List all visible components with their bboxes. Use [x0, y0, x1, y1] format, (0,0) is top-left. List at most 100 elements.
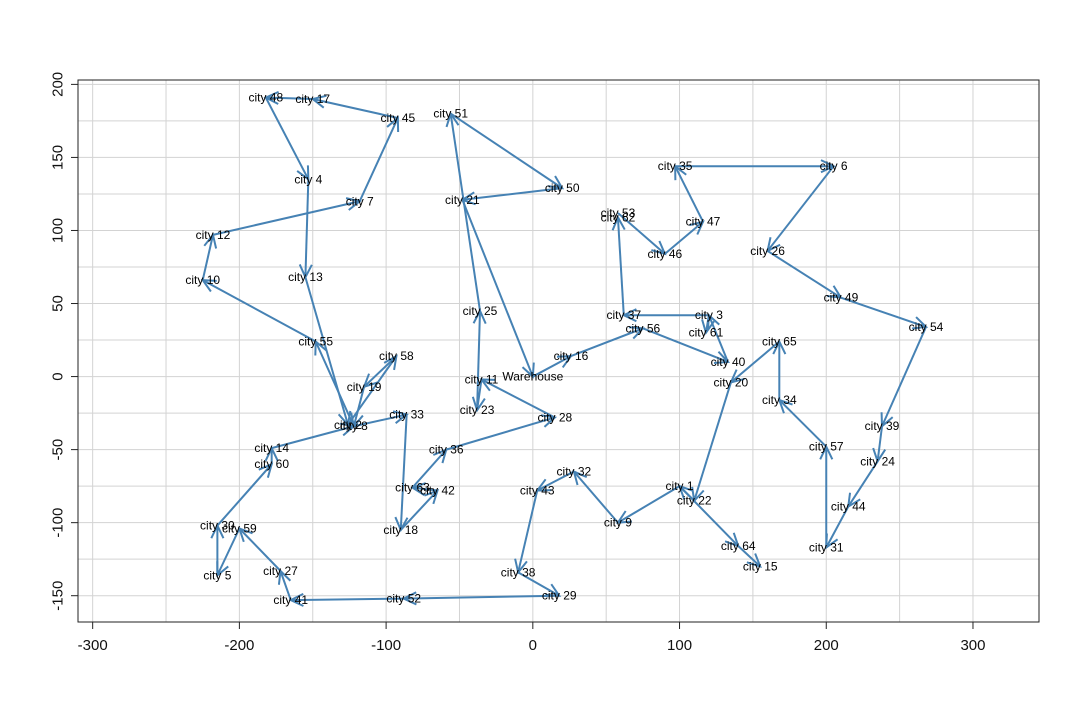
y-tick-label: 50	[50, 295, 67, 312]
city-label: city 21	[445, 193, 480, 207]
city-label: city 22	[677, 494, 712, 508]
y-tick-label: -100	[50, 508, 67, 538]
city-label: city 33	[389, 408, 424, 422]
city-label: city 58	[379, 349, 414, 363]
x-tick-label: 100	[667, 637, 692, 654]
city-label: city 42	[420, 484, 455, 498]
route-arrow	[675, 159, 836, 174]
route-arrow	[358, 115, 400, 202]
city-label: city 34	[762, 393, 797, 407]
x-tick-label: 200	[814, 637, 839, 654]
city-label: city 14	[254, 441, 289, 455]
y-tick-label: 100	[50, 218, 67, 243]
city-label: city 29	[542, 589, 577, 603]
route-arrow	[460, 187, 563, 206]
route-arrow	[401, 591, 560, 606]
city-label: city 40	[711, 355, 746, 369]
city-label: city 17	[295, 92, 330, 106]
city-label: city 52	[386, 592, 421, 606]
city-label: city 44	[831, 500, 866, 514]
city-label: city 36	[429, 443, 464, 457]
x-tick-label: -200	[224, 637, 254, 654]
city-label: city 10	[185, 273, 220, 287]
route-arrow	[737, 545, 762, 569]
city-label: city 64	[721, 539, 756, 553]
city-label: city 59	[222, 522, 257, 536]
city-label: city 4	[294, 172, 322, 186]
x-axis: -300 -200 -100 0 100 200 300	[78, 622, 985, 654]
city-label: city 27	[263, 564, 298, 578]
city-label: city 43	[520, 484, 555, 498]
city-label: city 38	[501, 565, 536, 579]
route-arrow	[691, 382, 732, 503]
city-label: city 23	[460, 403, 495, 417]
city-label: city 12	[196, 228, 231, 242]
city-label: city 53	[601, 206, 636, 220]
city-label: city 65	[762, 335, 797, 349]
city-label: city 46	[648, 247, 683, 261]
city-label: city 41	[273, 593, 308, 607]
route-arrows	[200, 90, 929, 607]
city-label: city 35	[658, 159, 693, 173]
city-label: city 62	[601, 210, 636, 224]
city-label: city 11	[465, 372, 499, 386]
x-tick-label: 0	[529, 637, 537, 654]
route-arrow	[216, 462, 274, 527]
city-label: city 48	[248, 91, 283, 105]
city-label: city 57	[809, 440, 844, 454]
city-label: city 30	[200, 519, 235, 533]
city-label: city 5	[203, 568, 231, 582]
city-label: city 26	[750, 244, 785, 258]
plot-frame	[77, 79, 1040, 623]
city-label: city 25	[463, 304, 498, 318]
city-label: city 13	[288, 270, 323, 284]
city-label: city 18	[383, 523, 418, 537]
city-label: city 28	[537, 410, 572, 424]
y-tick-label: 200	[50, 72, 67, 97]
route-arrow	[450, 112, 565, 190]
route-arrow	[766, 165, 835, 253]
route-arrow	[212, 197, 362, 236]
route-arrow	[514, 490, 539, 575]
city-label: city 55	[298, 335, 333, 349]
city-label: city 39	[865, 419, 900, 433]
city-label: city 6	[820, 159, 848, 173]
y-tick-label: 150	[50, 145, 67, 170]
city-label: city 1	[666, 479, 694, 493]
city-label: city 63	[395, 481, 430, 495]
city-label: city 3	[695, 308, 723, 322]
x-tick-label: -100	[371, 637, 401, 654]
city-label: city 37	[606, 308, 641, 322]
route-arrow	[772, 339, 787, 400]
city-label: city 20	[714, 375, 749, 389]
city-labels: Warehouse city 1 city 2 city 3 city 4 city 5 c…	[185, 91, 943, 608]
city-label: city 60	[254, 457, 289, 471]
route-arrow	[461, 199, 535, 379]
route-arrow	[264, 97, 310, 182]
y-tick-label: -50	[50, 439, 67, 461]
x-tick-label: -300	[78, 637, 108, 654]
y-axis: -150 -100 -50 0 50 100 150 200	[50, 72, 78, 611]
city-label: city 19	[347, 380, 382, 394]
city-label: Warehouse	[502, 370, 563, 384]
route-arrow	[611, 215, 626, 316]
route-arrow	[200, 279, 317, 343]
city-label: city 50	[545, 181, 580, 195]
route-arrow	[445, 111, 481, 311]
city-label: city 31	[809, 540, 844, 554]
route-arrow	[819, 444, 834, 548]
city-label: city 7	[346, 194, 374, 208]
y-tick-label: 0	[50, 372, 67, 380]
city-label: city 47	[686, 215, 721, 229]
city-label: city 24	[860, 454, 895, 468]
city-label: city 61	[689, 326, 724, 340]
city-label: city 45	[381, 111, 416, 125]
y-tick-label: -150	[50, 581, 67, 611]
city-label: city 32	[557, 465, 592, 479]
city-label: city 9	[604, 516, 632, 530]
city-label: city 49	[824, 291, 859, 305]
city-label: city 15	[743, 559, 778, 573]
route-arrow	[701, 315, 715, 336]
city-label: city 2	[334, 418, 362, 432]
